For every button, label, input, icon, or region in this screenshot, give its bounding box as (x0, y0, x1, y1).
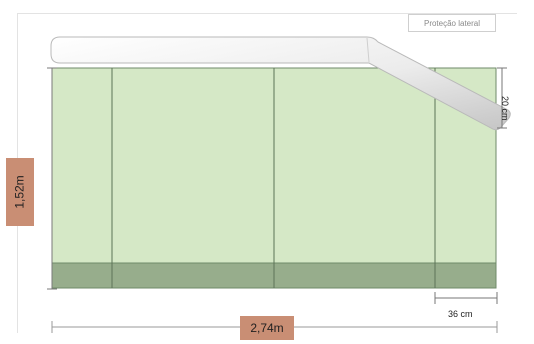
side-protector (50, 36, 511, 131)
bottom-dimension-label: 36 cm (448, 309, 473, 319)
width-label: 2,74m (250, 321, 284, 335)
height-label: 1,52m (13, 175, 28, 209)
height-label-box: 1,52m (6, 158, 34, 226)
right-dimension-label: 20 cm (500, 96, 510, 121)
protector-joint (366, 37, 370, 63)
width-label-box: 2,74m (240, 316, 294, 340)
legend-label: Proteção lateral (408, 14, 496, 32)
top-frame-line (17, 13, 517, 14)
